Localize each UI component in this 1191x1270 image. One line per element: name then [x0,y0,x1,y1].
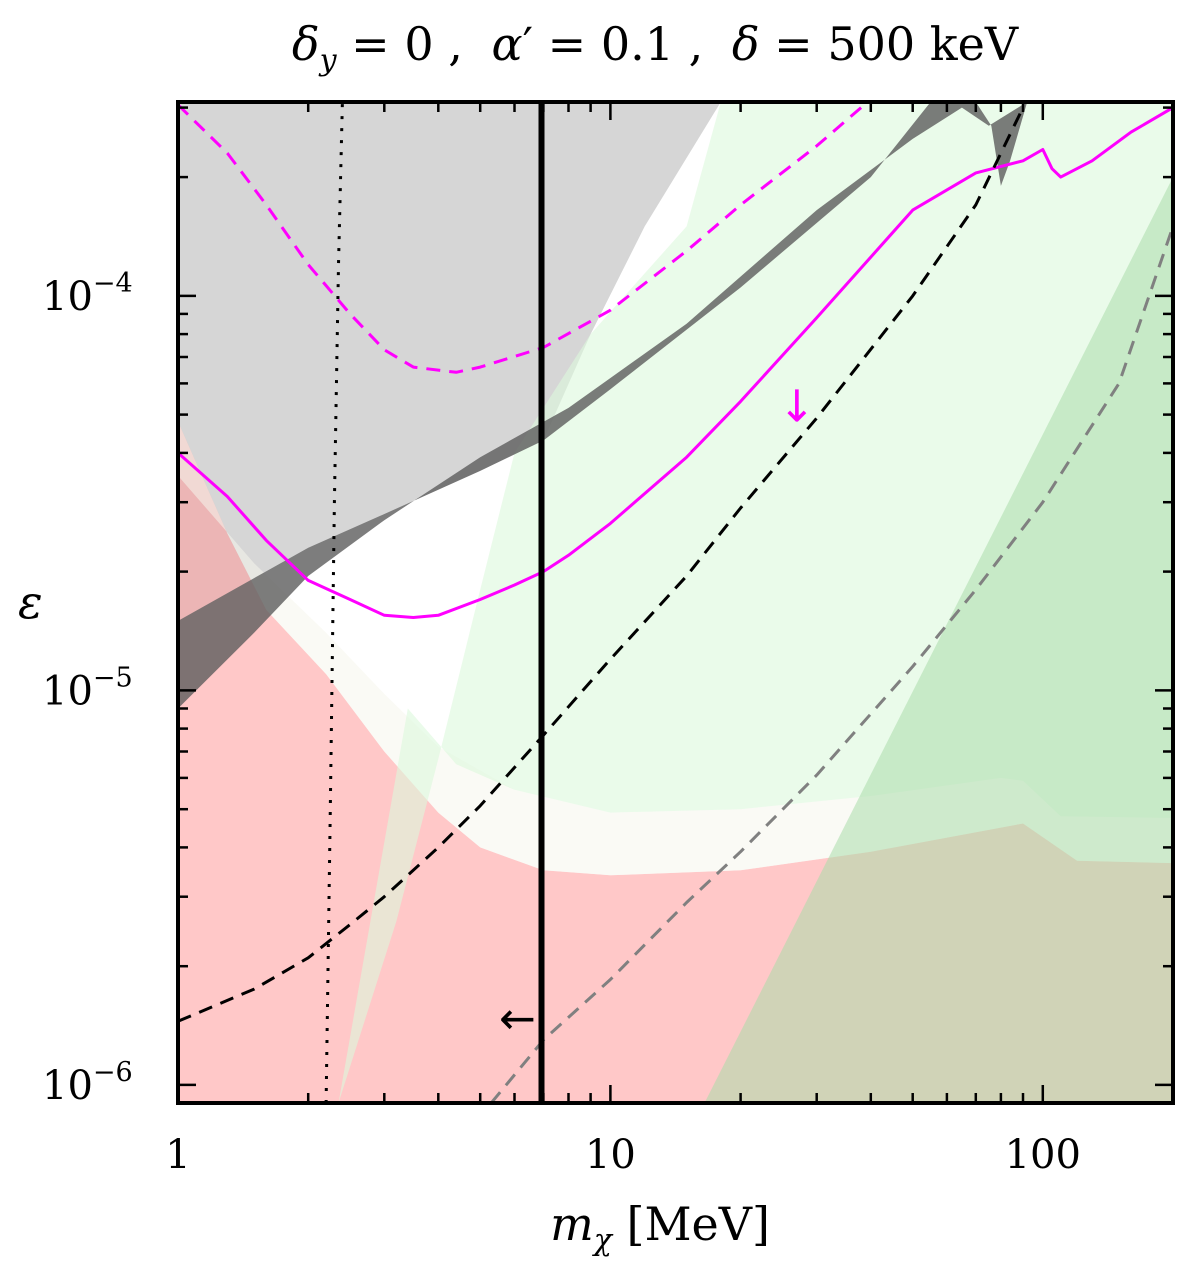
x-tick-label: 1 [165,1132,190,1178]
gray-dashed-line [490,225,1173,1103]
black-dotted-line [324,102,344,1103]
plot-frame [176,100,1175,1105]
black-left-arrow: ← [499,994,536,1045]
curves [178,102,1173,1103]
chart-title: δy = 0 , α′ = 0.1 , δ = 500 keV [292,17,1019,78]
gray-excluded-region [178,102,721,621]
light-green-excluded-region [338,102,1173,1103]
excluded-regions [178,102,1173,1103]
axis-ticks: 1 10 100 10−6 10−5 10−4 [42,102,1175,1178]
y-tick-label: 10−6 [42,1057,133,1109]
magenta-solid-line [178,106,1173,619]
magenta-dashed-line [178,103,863,374]
x-axis-label: mχ [MeV] [550,1197,770,1258]
x-tick-label: 100 [1005,1132,1081,1178]
arrow-annotations: ↓← [499,382,815,1045]
y-tick-label: 10−5 [42,662,133,714]
green-excluded-region [704,177,1173,1103]
magenta-down-arrow: ↓ [778,382,815,433]
y-axis-label: ε [18,575,43,629]
y-tick-label: 10−4 [42,268,133,320]
x-tick-label: 10 [585,1132,636,1178]
